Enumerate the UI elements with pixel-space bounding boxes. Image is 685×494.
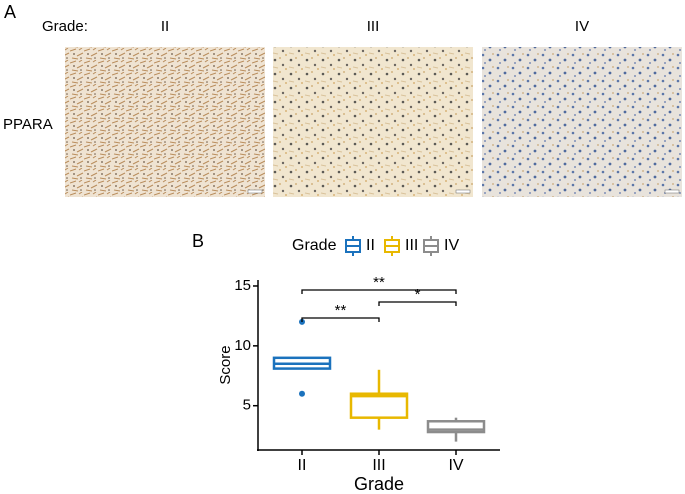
micrograph xyxy=(482,47,682,197)
grade-label: Grade: xyxy=(42,18,88,35)
y-tick-label: 15 xyxy=(234,277,251,294)
significance-label: ** xyxy=(335,302,347,319)
grade-column: II xyxy=(161,18,169,35)
significance-bracket xyxy=(301,289,457,294)
legend-title: Grade xyxy=(292,237,337,254)
y-tick-label: 10 xyxy=(234,337,251,354)
x-tick-label: III xyxy=(372,457,385,474)
grade-column: IV xyxy=(575,18,589,35)
grade-column: III xyxy=(367,18,380,35)
micrograph xyxy=(273,47,473,197)
y-axis-label: Score xyxy=(217,345,234,384)
significance-label: * xyxy=(415,286,421,303)
x-axis-label: Grade xyxy=(354,474,404,494)
y-tick-label: 5 xyxy=(243,397,251,414)
legend-label: IV xyxy=(444,237,459,254)
scale-bar xyxy=(247,189,263,194)
panel-label: A xyxy=(4,2,16,22)
legend-label: III xyxy=(405,237,418,254)
scale-bar xyxy=(455,189,471,194)
x-tick-label: IV xyxy=(448,457,463,474)
significance-bracket xyxy=(301,317,380,322)
row-label: PPARA xyxy=(3,116,53,133)
box xyxy=(349,392,409,419)
micrograph xyxy=(65,47,265,197)
scale-bar xyxy=(664,189,680,194)
outlier xyxy=(299,390,305,397)
significance-bracket xyxy=(378,301,457,306)
x-tick-label: II xyxy=(298,457,307,474)
legend-label: II xyxy=(366,237,375,254)
box xyxy=(426,420,486,434)
panel-label: B xyxy=(192,231,204,251)
significance-label: ** xyxy=(373,274,385,291)
